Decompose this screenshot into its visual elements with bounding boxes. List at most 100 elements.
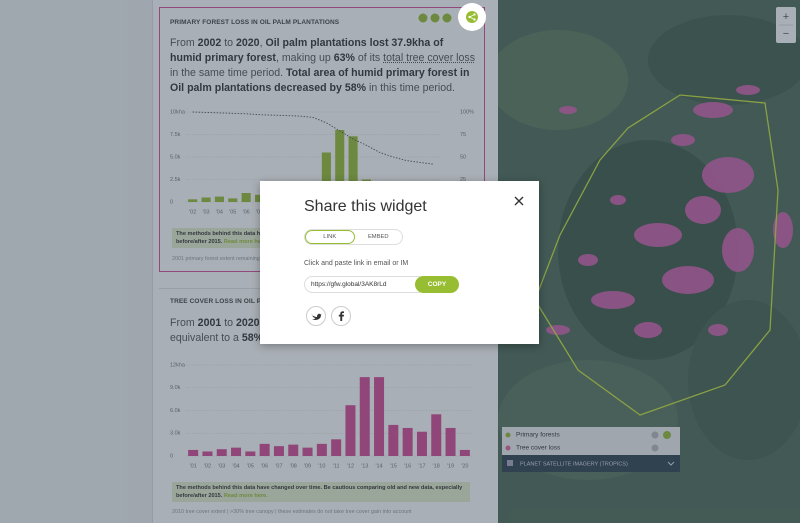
x-tick-label: '03	[202, 209, 209, 215]
y-tick-label: 10kha	[170, 109, 186, 115]
tab[interactable]: EMBED	[367, 234, 389, 240]
bar	[374, 377, 385, 456]
bar	[201, 197, 211, 202]
note-link[interactable]: Read more here.	[223, 238, 268, 245]
bar	[348, 136, 358, 202]
bar	[273, 446, 284, 456]
sentence-text: to	[221, 37, 236, 49]
x-tick-label: '02	[204, 463, 211, 469]
sentence-text: ,	[259, 37, 266, 49]
twitter-button[interactable]	[306, 306, 326, 326]
map[interactable]: + − PLANET SATELLITE IMAGERY (TROPICS) P…	[498, 0, 800, 523]
widget-title: PRIMARY FOREST LOSS IN OIL PALM PLANTATI…	[170, 19, 340, 26]
instruction: Click and paste link in email or IM	[304, 260, 409, 267]
sentence-text: of its	[354, 52, 384, 64]
x-tick-label: '06	[261, 463, 268, 469]
x-tick-label: '02	[189, 209, 196, 215]
note-text: The methods behind this data have change…	[176, 485, 463, 499]
sentence-text: 2001	[197, 317, 222, 329]
x-tick-label: '12	[347, 463, 354, 469]
x-tick-label: '03	[218, 463, 225, 469]
y-tick-label: 0	[170, 199, 173, 205]
x-tick-label: '15	[390, 463, 397, 469]
bar	[321, 152, 331, 202]
widget-sentence: From 2002 to 2020, Oil palm plantations …	[170, 36, 475, 96]
bar	[359, 377, 370, 456]
bar	[254, 194, 265, 202]
x-tick-label: '16	[404, 463, 411, 469]
bar	[288, 444, 299, 456]
x-tick-label: '09	[304, 463, 311, 469]
close-button[interactable]	[514, 196, 524, 206]
bar	[214, 196, 224, 202]
widget-note: The methods behind this data have change…	[172, 482, 470, 502]
x-tick-label: '05	[229, 209, 236, 215]
x-tick-label: '19	[447, 463, 454, 469]
bar	[445, 427, 456, 456]
sentence-text: From	[170, 317, 198, 329]
y-tick-label: 25	[460, 177, 466, 183]
info-icon[interactable]	[418, 13, 428, 23]
y-tick-label: 9.0k	[170, 385, 181, 391]
facebook-button[interactable]	[331, 306, 351, 326]
x-tick-label: '05	[247, 463, 254, 469]
tab[interactable]: LINK	[305, 230, 355, 244]
x-tick-label: '07	[256, 209, 263, 215]
y-tick-label: 3.0k	[170, 431, 181, 437]
zoom-in[interactable]: +	[783, 11, 789, 23]
legend	[502, 427, 680, 455]
x-tick-label: '20	[461, 463, 468, 469]
x-tick-label: '04	[232, 463, 239, 469]
widget-title: TREE COVER LOSS IN OIL PALM PLANTATIONS	[170, 298, 324, 305]
note-link[interactable]: Read more here.	[223, 492, 268, 499]
x-tick-label: '11	[333, 463, 340, 469]
download-icon[interactable]	[442, 13, 452, 23]
widget-footnote: 2010 tree cover extent | >30% tree canop…	[172, 509, 412, 515]
y-tick-label: 100%	[460, 109, 474, 115]
sentence-text: 58%	[241, 332, 264, 344]
x-tick-label: '10	[318, 463, 325, 469]
settings-icon[interactable]	[430, 13, 440, 23]
sentence-line: From 2001 to 2020, Oil	[170, 316, 280, 331]
sentence-text: in the same time period.	[170, 67, 286, 79]
modal-title: Share this widget	[304, 198, 427, 215]
sentence-text: to	[221, 317, 236, 329]
y-tick-label: 0	[170, 453, 173, 459]
x-tick-label: '07	[275, 463, 282, 469]
bar	[202, 451, 213, 456]
sentence-text: in this time period.	[366, 82, 455, 94]
bar	[188, 199, 198, 202]
x-tick-label: '17	[418, 463, 425, 469]
basemap-label[interactable]: PLANET SATELLITE IMAGERY (TROPICS)	[520, 461, 628, 467]
bar	[302, 447, 313, 456]
widget-footnote: 2001 primary forest extent remaining	[172, 256, 260, 262]
legend-label: Primary forests	[516, 432, 560, 439]
x-tick-label: '06	[243, 209, 250, 215]
link-input[interactable]: https://gfw.global/3AK8rLd	[304, 276, 420, 293]
basemap-bar[interactable]	[502, 455, 680, 472]
zoom-out[interactable]: −	[783, 28, 789, 40]
y-tick-label: 7.5k	[170, 132, 181, 138]
sentence-text: 2020	[235, 37, 260, 49]
bar	[431, 414, 442, 456]
bar	[335, 130, 345, 202]
bar	[459, 449, 470, 456]
bar	[245, 451, 256, 456]
social-buttons	[306, 306, 351, 326]
copy-button[interactable]: COPY	[415, 276, 459, 293]
bar	[388, 424, 399, 456]
sentence-text: 2002	[197, 37, 222, 49]
legend-swatch	[505, 432, 511, 438]
sentence-link[interactable]: total tree cover loss	[383, 52, 476, 64]
sentence-text: 63%	[333, 52, 355, 64]
bar	[259, 443, 270, 456]
x-tick-label: '08	[290, 463, 297, 469]
share-modal: Share this widget LINK EMBED Click and pa…	[260, 181, 539, 344]
share-button-highlight[interactable]	[456, 1, 488, 33]
sentence-text: From	[170, 37, 198, 49]
bar	[331, 439, 342, 456]
tabs: LINK EMBED	[304, 229, 403, 245]
sentence-text: Total area of humid primary forest in Oi…	[170, 67, 470, 94]
line-series	[192, 111, 434, 165]
